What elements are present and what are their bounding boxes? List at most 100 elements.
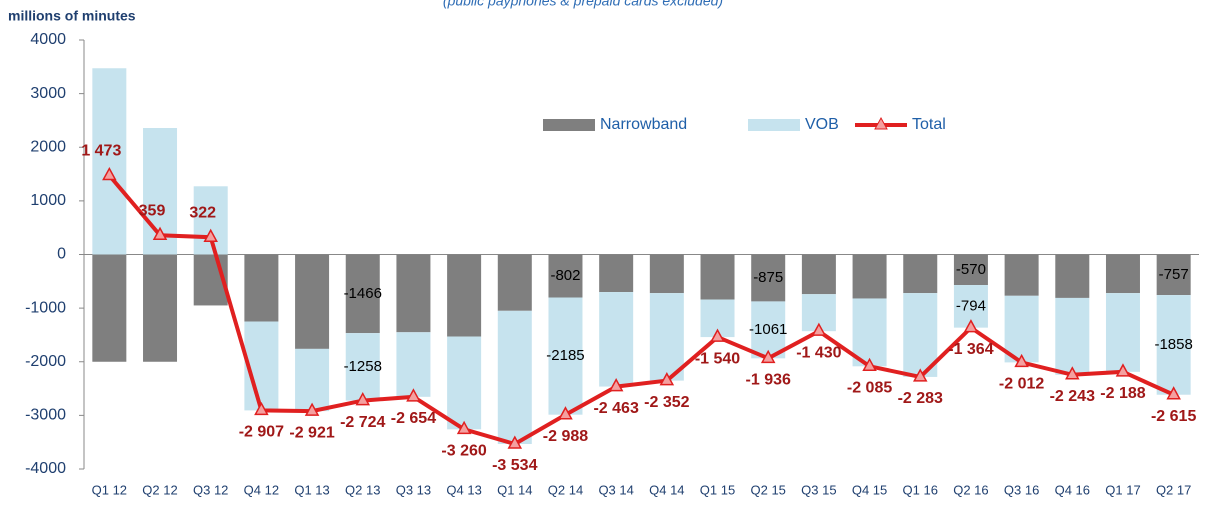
total-label: 1 473 bbox=[81, 143, 121, 160]
total-marker bbox=[203, 228, 218, 242]
x-tick-label: Q3 12 bbox=[193, 482, 228, 497]
total-label: -2 352 bbox=[644, 394, 689, 411]
bar bbox=[649, 293, 684, 381]
x-tick-label: Q4 12 bbox=[244, 482, 279, 497]
bar bbox=[447, 336, 482, 430]
bar bbox=[497, 310, 532, 445]
data-label: -1258 bbox=[344, 358, 382, 375]
x-tick-label: Q1 16 bbox=[903, 482, 938, 497]
y-tick-label: -1000 bbox=[25, 299, 66, 316]
bar bbox=[700, 254, 735, 300]
total-label: -1 936 bbox=[746, 372, 791, 389]
legend-marker bbox=[874, 116, 888, 130]
total-marker bbox=[760, 349, 776, 364]
bar bbox=[548, 297, 583, 415]
total-label: -3 260 bbox=[441, 443, 486, 460]
x-tick-label: Q4 14 bbox=[649, 482, 684, 497]
legend-swatch bbox=[543, 119, 595, 131]
y-axis-label: millions of minutes bbox=[8, 8, 136, 24]
bar bbox=[1004, 295, 1039, 363]
total-label: -2 724 bbox=[340, 414, 385, 431]
x-tick-label: Q1 17 bbox=[1105, 482, 1140, 497]
legend-label: Total bbox=[912, 116, 946, 133]
y-tick-label: -4000 bbox=[25, 460, 66, 477]
total-label: -2 188 bbox=[1100, 385, 1145, 402]
bar bbox=[903, 254, 938, 294]
total-label: -2 463 bbox=[593, 400, 638, 417]
y-tick-label: 1000 bbox=[30, 192, 66, 209]
total-marker bbox=[254, 401, 269, 416]
bar bbox=[1055, 297, 1090, 375]
bar bbox=[1105, 254, 1140, 294]
total-label: 322 bbox=[189, 204, 216, 221]
bar bbox=[599, 292, 634, 387]
total-label: -1 364 bbox=[948, 341, 993, 358]
bar bbox=[751, 254, 786, 302]
legend-label: VOB bbox=[805, 116, 839, 133]
bar bbox=[92, 254, 127, 362]
total-marker bbox=[1115, 363, 1131, 377]
bar bbox=[953, 254, 988, 286]
legend-swatch bbox=[748, 119, 800, 131]
bar bbox=[1105, 293, 1140, 372]
total-marker bbox=[862, 357, 877, 372]
total-label: -1 540 bbox=[695, 350, 740, 367]
bar bbox=[396, 332, 431, 397]
bar bbox=[345, 254, 380, 334]
total-marker bbox=[1065, 366, 1080, 380]
bar bbox=[396, 254, 431, 333]
chart-subtitle: (public payphones & prepaid cards exclud… bbox=[443, 0, 723, 9]
total-label: -2 988 bbox=[543, 428, 588, 445]
x-tick-label: Q3 14 bbox=[598, 482, 633, 497]
data-label: -2185 bbox=[546, 347, 584, 364]
bar bbox=[295, 254, 330, 349]
x-tick-label: Q3 15 bbox=[801, 482, 836, 497]
legend-label: Narrowband bbox=[600, 116, 687, 133]
total-label: -2 654 bbox=[391, 410, 436, 427]
total-marker bbox=[811, 322, 827, 336]
bar bbox=[852, 254, 887, 299]
x-tick-label: Q4 16 bbox=[1055, 482, 1090, 497]
total-marker bbox=[152, 226, 168, 240]
total-label: -2 012 bbox=[999, 376, 1044, 393]
total-marker bbox=[558, 406, 573, 420]
data-label: -802 bbox=[550, 267, 580, 284]
total-label: -3 534 bbox=[492, 457, 537, 474]
bar bbox=[447, 254, 482, 337]
total-label: -2 243 bbox=[1050, 388, 1095, 405]
y-tick-label: 0 bbox=[57, 246, 66, 263]
total-marker bbox=[355, 392, 371, 406]
bar bbox=[903, 293, 938, 377]
total-label: 359 bbox=[139, 202, 166, 219]
x-tick-label: Q1 13 bbox=[294, 482, 329, 497]
data-label: -1858 bbox=[1154, 336, 1192, 353]
bar bbox=[1055, 254, 1090, 298]
y-tick-label: 3000 bbox=[30, 85, 66, 102]
data-label: -1061 bbox=[749, 321, 787, 338]
x-tick-label: Q2 13 bbox=[345, 482, 380, 497]
data-label: -570 bbox=[956, 261, 986, 278]
bar bbox=[1004, 254, 1039, 296]
x-tick-label: Q1 15 bbox=[700, 482, 735, 497]
x-tick-label: Q2 12 bbox=[142, 482, 177, 497]
total-label: -2 085 bbox=[847, 380, 892, 397]
bar bbox=[649, 254, 684, 294]
bar bbox=[295, 348, 330, 412]
total-marker bbox=[406, 388, 421, 402]
total-label: -2 921 bbox=[289, 424, 334, 441]
x-tick-label: Q2 15 bbox=[750, 482, 785, 497]
bar bbox=[751, 301, 786, 359]
y-tick-label: 4000 bbox=[30, 31, 66, 48]
total-line bbox=[107, 174, 1175, 447]
total-marker bbox=[1014, 353, 1029, 368]
y-tick-label: -2000 bbox=[25, 353, 66, 370]
total-label: -2 907 bbox=[239, 424, 284, 441]
bar bbox=[92, 68, 127, 255]
x-tick-label: Q3 16 bbox=[1004, 482, 1039, 497]
data-label: -757 bbox=[1159, 266, 1189, 283]
total-marker bbox=[456, 420, 472, 435]
x-tick-label: Q2 14 bbox=[548, 482, 583, 497]
bar bbox=[801, 254, 836, 295]
total-marker bbox=[1166, 386, 1181, 400]
x-tick-label: Q4 15 bbox=[852, 482, 887, 497]
